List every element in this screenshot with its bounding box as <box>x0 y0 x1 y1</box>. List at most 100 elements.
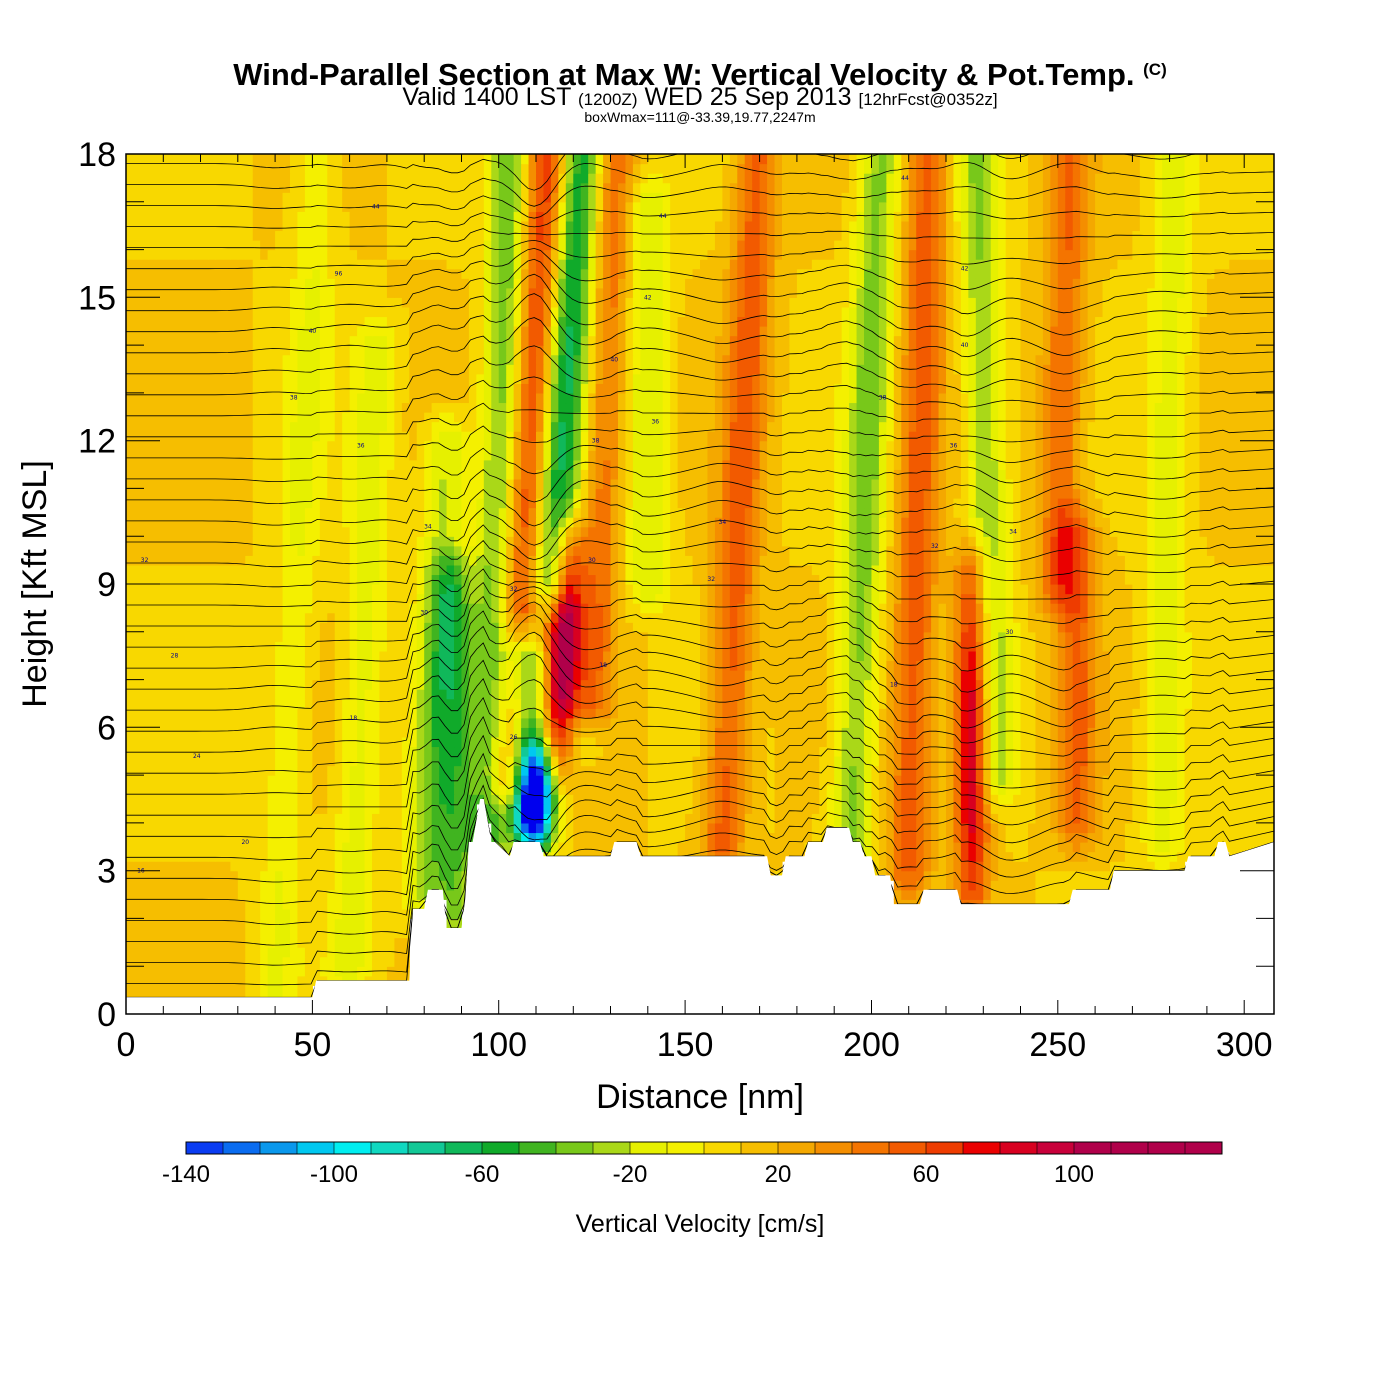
w-cell <box>550 650 559 662</box>
w-cell <box>521 650 530 662</box>
w-cell <box>1117 650 1126 662</box>
w-cell <box>327 660 336 671</box>
w-cell <box>960 727 969 738</box>
w-cell <box>1221 612 1230 623</box>
w-cell <box>155 918 164 929</box>
w-cell <box>297 880 306 891</box>
w-cell <box>424 746 433 757</box>
w-cell <box>260 918 269 929</box>
w-cell <box>536 794 545 805</box>
w-cell <box>722 822 731 834</box>
w-cell <box>1154 708 1163 719</box>
w-cell <box>916 689 925 700</box>
w-cell <box>1013 679 1022 690</box>
w-cell <box>140 650 149 662</box>
w-cell <box>394 641 403 652</box>
w-cell <box>1117 784 1126 795</box>
w-cell <box>886 593 895 604</box>
w-cell <box>647 631 656 642</box>
w-cell <box>998 822 1007 834</box>
w-cell <box>1259 612 1268 623</box>
w-cell <box>983 832 992 843</box>
w-cell <box>893 622 902 633</box>
w-cell <box>401 947 410 958</box>
w-cell <box>528 727 537 738</box>
w-cell <box>1214 660 1223 671</box>
w-cell <box>208 966 217 977</box>
w-cell <box>1035 889 1044 900</box>
w-cell <box>968 641 977 652</box>
w-cell <box>252 689 261 700</box>
w-cell <box>1177 851 1186 862</box>
w-cell <box>491 603 500 614</box>
w-cell <box>1199 641 1208 652</box>
w-cell <box>409 756 418 767</box>
w-cell <box>416 727 425 738</box>
w-cell <box>357 947 366 958</box>
w-cell <box>580 842 589 853</box>
w-cell <box>729 842 738 853</box>
w-cell <box>178 803 187 814</box>
w-cell <box>1095 612 1104 623</box>
w-cell <box>334 631 343 642</box>
w-cell <box>185 593 194 604</box>
w-cell <box>252 650 261 662</box>
w-cell <box>290 689 299 700</box>
w-cell <box>372 670 381 681</box>
w-cell <box>834 746 843 757</box>
w-cell <box>1236 679 1245 690</box>
w-cell <box>983 717 992 728</box>
w-cell <box>819 708 828 719</box>
w-cell <box>1154 641 1163 652</box>
w-cell <box>931 746 940 757</box>
w-cell <box>796 670 805 681</box>
w-cell <box>1020 660 1029 671</box>
w-cell <box>767 813 776 824</box>
w-cell <box>148 947 157 958</box>
w-cell <box>230 660 239 671</box>
w-cell <box>834 756 843 767</box>
w-cell <box>200 889 209 900</box>
w-cell <box>401 679 410 690</box>
w-cell <box>528 813 537 824</box>
w-cell <box>379 937 388 948</box>
w-cell <box>610 736 619 748</box>
w-cell <box>946 641 955 652</box>
w-cell <box>155 631 164 642</box>
w-cell <box>1065 631 1074 642</box>
w-cell <box>759 746 768 757</box>
w-cell <box>193 756 202 767</box>
w-cell <box>148 822 157 834</box>
w-cell <box>990 851 999 862</box>
w-cell <box>357 593 366 604</box>
w-cell <box>670 727 679 738</box>
w-cell <box>1214 832 1223 843</box>
w-cell <box>491 822 500 834</box>
forecast-info: [12hrFcst@0352z] <box>858 90 998 109</box>
w-cell <box>319 822 328 834</box>
w-cell <box>1147 842 1156 853</box>
w-cell <box>610 679 619 690</box>
w-cell <box>1132 698 1141 709</box>
w-cell <box>916 803 925 814</box>
w-cell <box>700 746 709 757</box>
w-cell <box>655 631 664 642</box>
w-cell <box>140 832 149 843</box>
w-cell <box>185 947 194 958</box>
w-cell <box>170 698 179 709</box>
w-cell <box>372 947 381 958</box>
w-cell <box>759 670 768 681</box>
w-cell <box>260 870 269 881</box>
w-cell <box>319 622 328 633</box>
w-cell <box>1251 660 1260 671</box>
w-cell <box>252 736 261 748</box>
w-cell <box>446 603 455 614</box>
w-cell <box>215 899 224 910</box>
w-cell <box>1087 861 1096 872</box>
w-cell <box>834 689 843 700</box>
w-cell <box>1154 775 1163 786</box>
w-cell <box>990 832 999 843</box>
w-cell <box>1177 746 1186 757</box>
w-cell <box>871 756 880 767</box>
w-cell <box>386 880 395 891</box>
